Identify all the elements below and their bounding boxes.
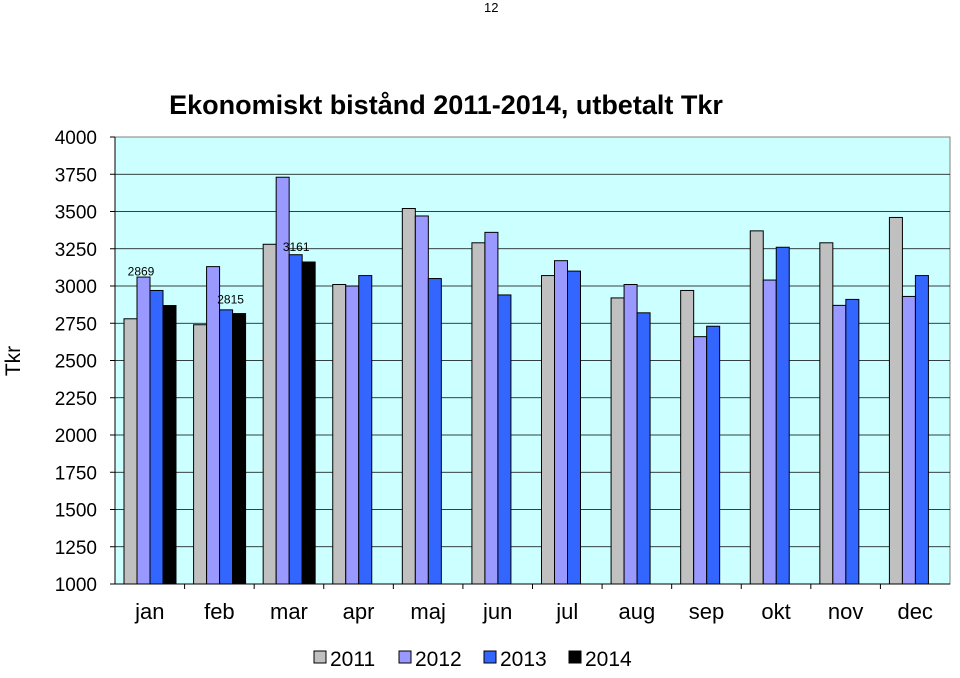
y-axis-label: Tkr: [2, 346, 25, 376]
legend-label: 2013: [500, 648, 547, 671]
y-tick-label: 2250: [55, 389, 97, 410]
bar-2012-nov: [832, 304, 847, 585]
y-tick-label: 3750: [55, 165, 97, 186]
bar-2013-sep: [706, 325, 721, 585]
bar-2013-jun: [497, 294, 512, 585]
legend-label: 2012: [415, 648, 462, 671]
y-tick-label: 1000: [55, 575, 97, 596]
x-tick-label: dec: [897, 599, 932, 624]
y-tick-label: 1250: [55, 538, 97, 559]
bar-2012-aug: [623, 284, 638, 585]
x-tick-label: apr: [343, 599, 375, 624]
page-number: 12: [484, 0, 499, 15]
bar-2013-jul: [567, 270, 581, 585]
legend-label: 2014: [585, 648, 632, 671]
x-tick-label: jul: [555, 599, 578, 624]
x-tick-label: aug: [619, 599, 656, 624]
bar-2012-mar: [275, 176, 290, 585]
x-tick-label: jan: [134, 599, 164, 624]
bar-2011-jan: [123, 318, 138, 585]
bar-2012-apr: [345, 285, 360, 585]
bar-2011-feb: [193, 324, 208, 585]
bar-2011-apr: [332, 284, 347, 585]
bar-2013-feb: [219, 309, 234, 585]
bar-2012-maj: [414, 215, 429, 585]
bar-2013-nov: [845, 298, 860, 585]
bar-2011-mar: [262, 243, 277, 585]
bar-2013-aug: [636, 312, 651, 585]
x-tick-label: okt: [761, 599, 790, 624]
y-tick-label: 2000: [55, 426, 97, 447]
bar-2011-maj: [401, 208, 416, 585]
bar-2011-sep: [680, 289, 695, 585]
y-tick-label: 3250: [55, 240, 97, 261]
bar-2012-feb: [206, 266, 221, 585]
y-tick-label: 1750: [55, 463, 97, 484]
legend-swatch-2011: [313, 650, 327, 664]
legend-label: 2011: [330, 648, 375, 671]
x-tick-label: mar: [270, 599, 308, 624]
bar-2012-dec: [901, 295, 916, 585]
bar-2013-maj: [427, 278, 442, 585]
chart-title: Ekonomiskt bistånd 2011-2014, utbetalt T…: [169, 90, 723, 120]
bar-2013-apr: [358, 275, 373, 585]
y-tick-label: 1500: [55, 501, 97, 522]
bar-2013-jan: [149, 289, 164, 585]
bar-2011-okt: [749, 230, 764, 585]
bar-2013-okt: [775, 246, 790, 585]
bar-2014-jan: [162, 305, 177, 585]
x-tick-label: nov: [828, 599, 863, 624]
y-tick-label: 2750: [55, 314, 97, 335]
bar-2014-mar: [301, 261, 316, 585]
bar-2011-dec: [888, 216, 903, 585]
bar-2011-aug: [610, 297, 625, 585]
bar-2011-jul: [541, 275, 555, 585]
bar-2013-mar: [288, 254, 303, 585]
x-tick-label: jun: [482, 599, 512, 624]
x-tick-label: maj: [410, 599, 445, 624]
bar-2012-sep: [693, 336, 708, 585]
y-tick-label: 4000: [55, 128, 97, 149]
x-tick-label: feb: [204, 599, 235, 624]
x-tick-label: sep: [689, 599, 724, 624]
bar-2012-jun: [484, 231, 499, 585]
legend-swatch-2012: [398, 650, 412, 664]
y-tick-label: 3500: [55, 203, 97, 224]
data-label: 3161: [283, 240, 310, 254]
bar-2013-dec: [914, 275, 929, 585]
legend-swatch-2013: [483, 650, 497, 664]
bar-2011-jun: [471, 242, 486, 585]
y-tick-label: 3000: [55, 277, 97, 298]
bar-2012-okt: [762, 279, 777, 585]
bar-2014-feb: [232, 313, 247, 585]
data-label: 2815: [217, 293, 244, 307]
bar-2012-jul: [554, 260, 568, 585]
bar-2011-nov: [819, 242, 834, 585]
legend-swatch-2014: [568, 650, 582, 664]
y-tick-label: 2500: [55, 352, 97, 373]
bar-2012-jan: [136, 276, 151, 585]
data-label: 2869: [128, 265, 155, 279]
